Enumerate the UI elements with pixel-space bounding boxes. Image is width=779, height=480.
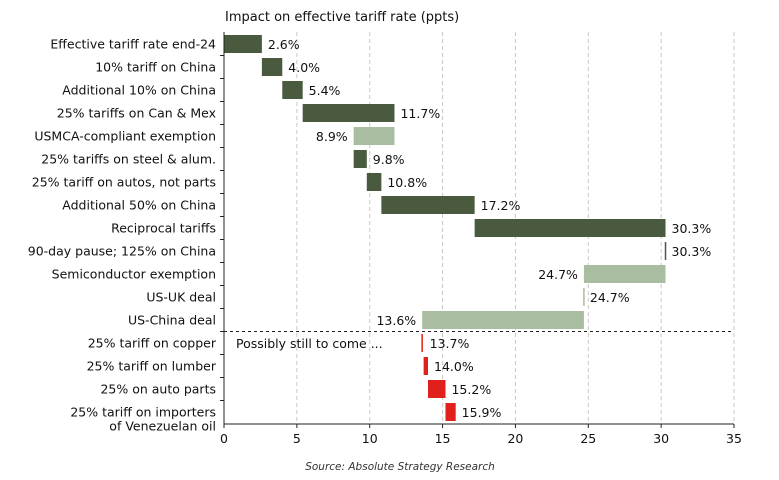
bar-future	[421, 334, 423, 352]
bar-decrease	[583, 288, 585, 306]
future-annotation: Possibly still to come ...	[236, 336, 383, 351]
value-label: 11.7%	[400, 106, 440, 121]
category-label: Effective tariff rate end-24	[50, 37, 216, 52]
value-labels: 2.6% 4.0% 5.4% 11.7% 8.9% 9.8% 10.8% 17.2% 30.3%…	[268, 37, 711, 420]
value-label: 9.8%	[373, 152, 405, 167]
category-label: Reciprocal tariffs	[111, 221, 216, 236]
category-label: 25% tariffs on Can & Mex	[57, 106, 216, 121]
x-tick-label: 30	[653, 431, 669, 446]
category-label: 25% tariff on lumber	[87, 359, 217, 374]
category-label: Additional 50% on China	[62, 198, 216, 213]
value-label: 2.6%	[268, 37, 300, 52]
category-label-line: 25% tariff on importers	[70, 405, 216, 420]
x-tick-label: 35	[726, 431, 742, 446]
bars-group	[224, 35, 667, 421]
bar-increase	[353, 150, 367, 168]
category-label: 25% tariff on autos, not parts	[32, 175, 216, 190]
source-note: Source: Absolute Strategy Research	[305, 461, 495, 473]
category-label: 25% tariffs on steel & alum.	[41, 152, 216, 167]
bar-increase	[664, 242, 667, 260]
x-tick-label: 5	[293, 431, 301, 446]
category-label: Semiconductor exemption	[52, 267, 216, 282]
category-label: Additional 10% on China	[62, 83, 216, 98]
bar-decrease	[422, 311, 584, 329]
bar-increase	[224, 35, 262, 53]
category-label: 25% tariff on importers of Venezuelan oil	[70, 405, 216, 434]
value-label: 24.7%	[538, 267, 578, 282]
category-label: USMCA-compliant exemption	[34, 129, 216, 144]
value-label: 10.8%	[387, 175, 427, 190]
x-axis-ticks: 0 5 10 15 20 25 30 35	[220, 55, 742, 446]
category-label: 25% tariff on copper	[88, 336, 217, 351]
chart-title: Impact on effective tariff rate (ppts)	[225, 10, 459, 25]
x-tick-label: 20	[507, 431, 523, 446]
value-label: 13.6%	[376, 313, 416, 328]
bar-increase	[366, 173, 382, 191]
value-label: 5.4%	[309, 83, 341, 98]
value-label: 4.0%	[288, 60, 320, 75]
bar-decrease	[353, 127, 395, 145]
value-label: 8.9%	[316, 129, 348, 144]
bar-increase	[381, 196, 475, 214]
value-label: 30.3%	[672, 221, 712, 236]
bar-increase	[282, 81, 303, 99]
value-label: 14.0%	[434, 359, 474, 374]
bar-increase	[474, 219, 666, 237]
value-label: 15.2%	[451, 382, 491, 397]
bar-increase	[261, 58, 283, 76]
bar-future	[445, 403, 456, 421]
category-label: 25% on auto parts	[100, 382, 216, 397]
value-label: 13.7%	[430, 336, 470, 351]
value-label: 30.3%	[672, 244, 712, 259]
bar-decrease	[583, 265, 666, 283]
bar-future	[428, 380, 446, 398]
category-label: 10% tariff on China	[95, 60, 216, 75]
category-labels: Effective tariff rate end-24 10% tariff o…	[28, 37, 217, 434]
x-tick-label: 0	[220, 431, 228, 446]
category-label-line: of Venezuelan oil	[109, 419, 216, 434]
bar-future	[423, 357, 428, 375]
x-tick-label: 25	[580, 431, 596, 446]
category-label: 90-day pause; 125% on China	[28, 244, 216, 259]
category-label: US-China deal	[128, 313, 216, 328]
x-tick-label: 15	[435, 431, 451, 446]
value-label: 15.9%	[462, 405, 502, 420]
value-label: 17.2%	[481, 198, 521, 213]
value-label: 24.7%	[590, 290, 630, 305]
category-label: US-UK deal	[146, 290, 216, 305]
bar-increase	[302, 104, 395, 122]
x-tick-label: 10	[362, 431, 378, 446]
